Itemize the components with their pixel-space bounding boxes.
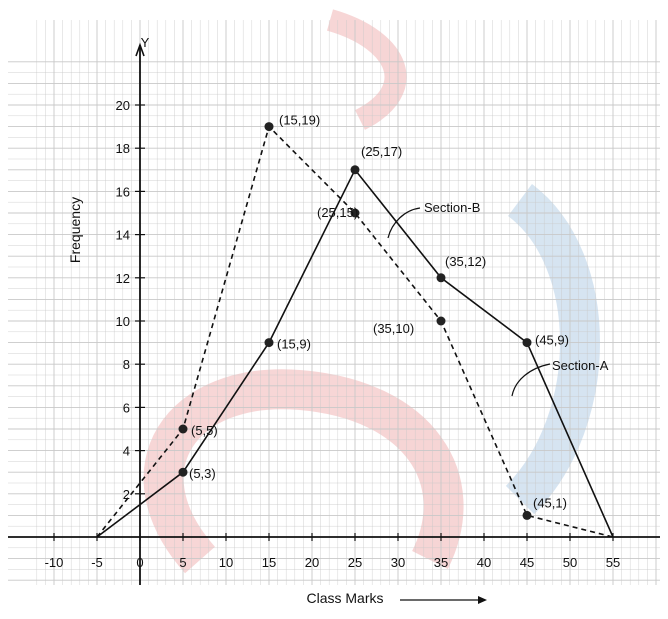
data-label: (5,3) (189, 466, 216, 481)
data-label: (35,10) (373, 321, 414, 336)
y-tick-label: 2 (123, 487, 130, 502)
callout-arrow-section-a (511, 363, 551, 397)
labels-layer: (5,3) (15,9) (25,17) (35,12) (45,9) (5,5) (15,… (189, 113, 609, 511)
x-tick-label: 30 (391, 555, 405, 570)
data-point (522, 338, 532, 348)
x-tick-label: -10 (45, 555, 64, 570)
data-label: (45,9) (535, 333, 569, 348)
data-point (178, 424, 188, 434)
y-tick-label: 10 (116, 314, 130, 329)
data-label: (15,9) (277, 337, 311, 352)
series-callout-section-a: Section-A (552, 358, 609, 373)
data-point (178, 467, 188, 477)
data-point (436, 316, 446, 326)
x-tick-label: 40 (477, 555, 491, 570)
y-axis-label: Frequency (67, 197, 83, 263)
x-tick-label: 5 (179, 555, 186, 570)
x-tick-label: 45 (520, 555, 534, 570)
x-tick-label: 20 (305, 555, 319, 570)
data-point (350, 208, 360, 218)
data-point (436, 273, 446, 283)
data-label: (25,17) (361, 144, 402, 159)
x-tick-label: 10 (219, 555, 233, 570)
y-tick-label: 14 (116, 228, 130, 243)
data-point (264, 338, 274, 348)
y-tick-label: 18 (116, 141, 130, 156)
y-tick-label: 4 (123, 444, 130, 459)
data-label: (35,12) (445, 254, 486, 269)
data-point (350, 165, 360, 175)
data-label: (25,15) (317, 205, 358, 220)
callout-arrow-section-b (387, 207, 421, 239)
series-layer (96, 122, 614, 538)
x-tick-label: -5 (91, 555, 103, 570)
x-tick-label: 35 (434, 555, 448, 570)
series-callout-section-b: Section-B (424, 200, 480, 215)
data-label: (15,19) (279, 113, 320, 128)
y-tick-label: 8 (123, 357, 130, 372)
y-tick-label: 12 (116, 271, 130, 286)
axes: -10 -5 0 5 10 15 20 25 30 35 40 45 50 55 2 4 6 8 10 12 14 16 1… (8, 42, 660, 604)
x-tick-label: 25 (348, 555, 362, 570)
data-label: (5,5) (191, 423, 218, 438)
y-tick-label: 6 (123, 400, 130, 415)
x-axis-label: Class Marks (306, 590, 383, 606)
x-tick-label: 55 (606, 555, 620, 570)
data-point (522, 510, 532, 520)
x-label-arrowhead (478, 596, 487, 604)
data-point (264, 122, 274, 132)
grid (8, 20, 660, 585)
y-tick-label: 16 (116, 184, 130, 199)
data-label: (45,1) (533, 495, 567, 510)
y-tick-label: 20 (116, 98, 130, 113)
y-axis-arrow (135, 42, 145, 57)
x-tick-label: 15 (262, 555, 276, 570)
x-tick-label: 0 (136, 555, 143, 570)
x-tick-label: 50 (563, 555, 577, 570)
y-axis-letter: Y (141, 35, 150, 50)
